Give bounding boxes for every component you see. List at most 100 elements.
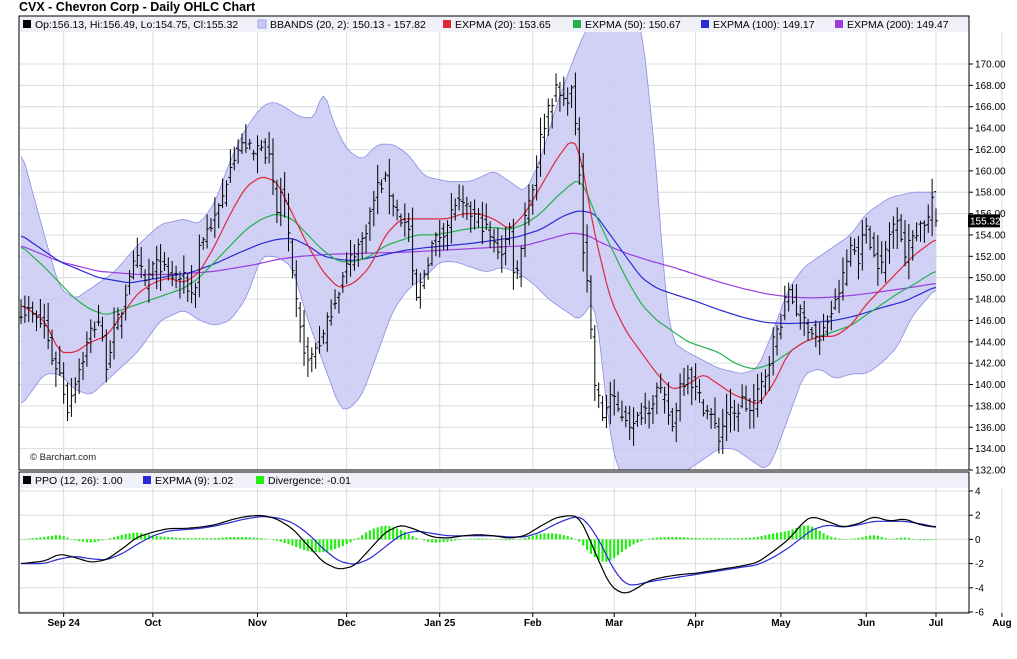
x-tick-label: Sep 24 — [48, 618, 81, 629]
ohlc-bar — [736, 403, 741, 433]
ohlc-legend-swatch — [23, 20, 31, 28]
ohlc-bar — [561, 76, 566, 107]
ohlc-bar — [224, 180, 229, 207]
ohlc-bar — [585, 224, 590, 293]
axes: 132.00 134.00 136.00 138.00 140.00 142.00 144.… — [48, 60, 1012, 630]
ohlc-bar — [887, 222, 892, 264]
price-y-tick-label: 170.00 — [975, 60, 1006, 71]
ohlc-bar — [154, 245, 159, 290]
ohlc-bar — [46, 302, 51, 350]
ohlc-bar — [143, 269, 148, 287]
x-tick-label: May — [771, 618, 791, 629]
ohlc-bar — [871, 232, 876, 258]
ohlc-bar — [821, 313, 826, 341]
ohlc-bar — [763, 369, 768, 395]
ohlc-bar — [844, 249, 849, 287]
ohlc-bar — [108, 340, 113, 369]
ohlc-bar — [379, 179, 384, 194]
price-y-tick-label: 160.00 — [975, 166, 1006, 177]
ohlc-bar — [670, 407, 675, 432]
ohlc-bar — [115, 307, 120, 331]
ohlc-bar — [220, 178, 225, 209]
ohlc-bar — [689, 367, 694, 406]
ohlc-bar — [526, 184, 531, 226]
ohlc-bar — [643, 392, 648, 424]
ohlc-bar — [546, 98, 551, 136]
ohlc-bar — [104, 329, 109, 383]
ohlc-bar — [581, 152, 586, 272]
ohlc-bar — [216, 202, 221, 229]
ohlc-bar — [325, 312, 330, 352]
ema100-legend-swatch — [701, 20, 709, 28]
ohlc-bar — [96, 304, 101, 327]
ohlc-bar — [647, 400, 652, 429]
ohlc-bar — [782, 285, 787, 321]
ohlc-bar — [367, 207, 372, 241]
ohlc-bar — [391, 193, 396, 217]
ohlc-bar — [930, 178, 935, 237]
ppo-y-tick-label: -2 — [975, 559, 984, 570]
ohlc-bar — [251, 149, 256, 161]
ohlc-bar — [600, 395, 605, 422]
ohlc-bar — [344, 252, 349, 285]
ohlc-bar — [926, 204, 931, 233]
divergence-legend-swatch — [256, 476, 264, 484]
ohlc-bar — [135, 237, 140, 268]
ohlc-bar — [550, 98, 555, 129]
ohlc-bar — [538, 117, 543, 177]
ohlc-bar — [488, 221, 493, 249]
ohlc-bar — [650, 394, 655, 424]
ppo-panel-frame — [18, 471, 970, 614]
ohlc-bar — [329, 299, 334, 326]
ohlc-bar — [685, 365, 690, 395]
price-y-tick-label: 140.00 — [975, 380, 1006, 391]
ohlc-bar — [709, 407, 714, 429]
bbands-legend: BBANDS (20, 2): 150.13 - 157.82 — [270, 19, 426, 31]
watermark: © Barchart.com — [30, 452, 96, 463]
ohlc-bar — [146, 258, 151, 303]
ohlc-bar — [42, 303, 47, 339]
ohlc-bar — [73, 377, 78, 404]
ohlc-bar — [433, 232, 438, 257]
ohlc-bar — [81, 351, 86, 381]
ohlc-bar — [177, 271, 182, 299]
ohlc-bar — [22, 295, 27, 323]
ohlc-bar — [174, 265, 179, 289]
ohlc-bar — [476, 207, 481, 228]
x-tick-label: Jul — [929, 618, 944, 629]
ohlc-bar — [166, 257, 171, 281]
ohlc-bar — [336, 291, 341, 314]
x-tick-label: Nov — [248, 618, 267, 629]
ohlc-bar — [271, 138, 276, 196]
bollinger-band-area — [21, 32, 936, 470]
ohlc-bar — [298, 301, 303, 343]
ohlc-bar — [495, 227, 500, 260]
ohlc-bar — [806, 318, 811, 341]
ohlc-bar — [123, 284, 128, 321]
ohlc-bar — [333, 289, 338, 310]
ohlc-bar — [833, 288, 838, 311]
ohlc-bar — [852, 238, 857, 255]
ohlc-bar — [189, 264, 194, 304]
ohlc-bar — [50, 329, 55, 366]
ohlc-bar — [604, 394, 609, 429]
ohlc-bar — [507, 222, 512, 246]
divergence-legend: Divergence: -0.01 — [268, 475, 351, 487]
ohlc-bar — [371, 190, 376, 227]
ohlc-bar — [410, 207, 415, 286]
ppo-signal-legend: EXPMA (9): 1.02 — [155, 475, 233, 487]
ohlc-bar — [239, 133, 244, 154]
ohlc-bar — [38, 299, 43, 328]
price-y-tick-label: 134.00 — [975, 444, 1006, 455]
ohlc-bar — [922, 220, 927, 243]
ohlc-bar — [588, 275, 593, 340]
ppo-signal-line — [21, 516, 937, 586]
ohlc-bar — [352, 244, 357, 271]
ohlc-bar — [232, 146, 237, 171]
ohlc-bar — [658, 373, 663, 394]
price-y-tick-label: 152.00 — [975, 252, 1006, 263]
ohlc-bar — [616, 391, 621, 413]
ema200-legend-swatch — [835, 20, 843, 28]
ohlc-bar — [302, 309, 307, 367]
